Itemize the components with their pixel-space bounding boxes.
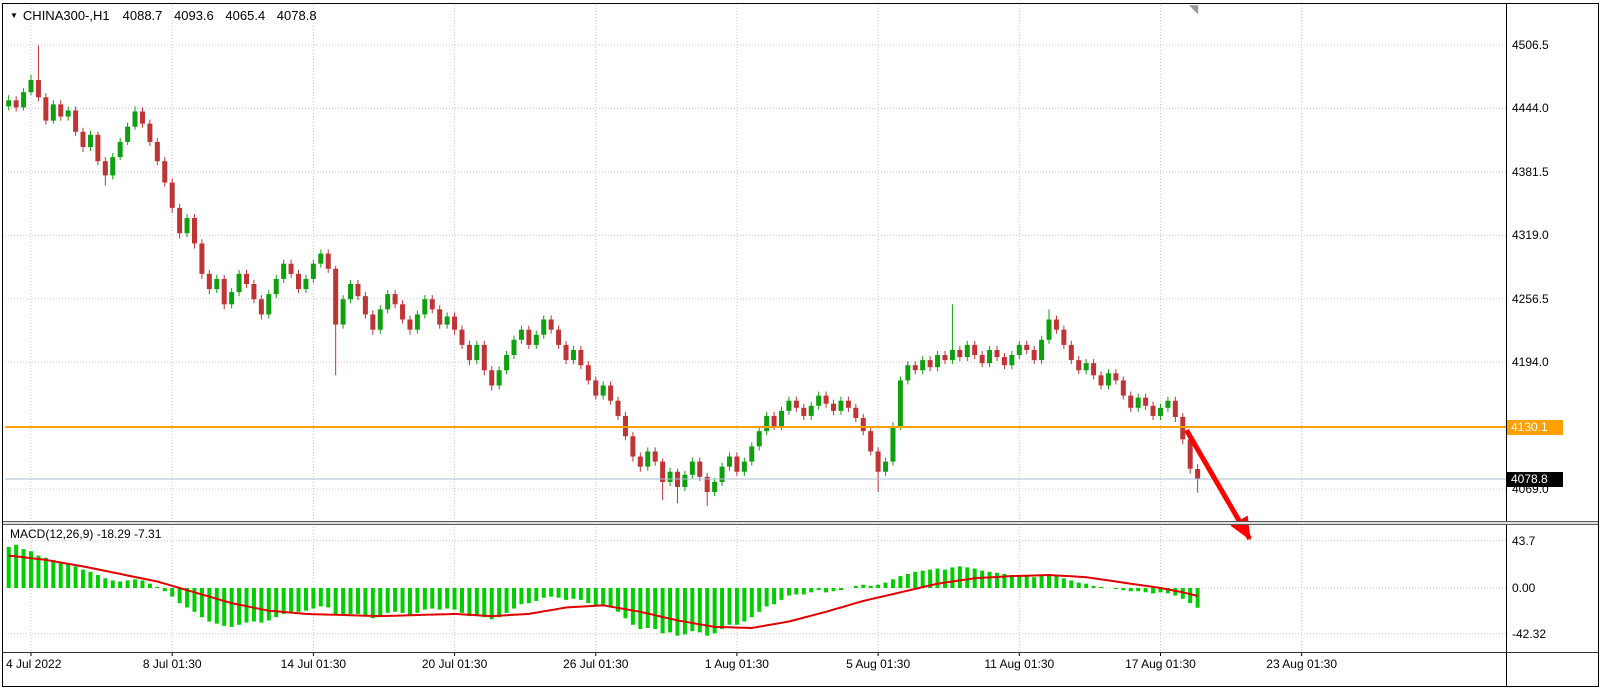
candles [6, 45, 1201, 507]
time-axis-label: 14 Jul 01:30 [280, 657, 347, 671]
resistance-price-badge: 4130.1 [1507, 419, 1563, 435]
time-axis-label: 1 Aug 01:30 [704, 657, 769, 671]
high-value: 4093.6 [174, 8, 214, 23]
time-axis-label: 17 Aug 01:30 [1125, 657, 1196, 671]
open-value: 4088.7 [122, 8, 163, 23]
time-axis-label: 20 Jul 01:30 [421, 657, 488, 671]
price-scale-label: 4381.5 [1512, 164, 1549, 179]
macd-indicator-label: MACD(12,26,9) -18.29 -7.31 [10, 527, 162, 541]
low-value: 4065.4 [225, 8, 266, 23]
time-axis-label: 8 Jul 01:30 [142, 657, 202, 671]
symbol-label: CHINA300-,H1 [22, 8, 110, 23]
chart-canvas[interactable] [3, 4, 1598, 686]
vertical-gridlines [30, 5, 1303, 652]
panel-splitter[interactable] [3, 521, 1598, 525]
close-value: 4078.8 [276, 8, 317, 23]
macd-scale-label: -42.32 [1512, 626, 1547, 641]
price-scale-label: 4194.0 [1512, 355, 1549, 370]
horizontal-gridlines [5, 44, 1506, 635]
time-axis-label: 5 Aug 01:30 [846, 657, 911, 671]
chart-shift-marker[interactable]: ◥ [1189, 2, 1199, 16]
price-scale-label: 4256.5 [1512, 291, 1549, 306]
trend-arrow[interactable] [1184, 428, 1252, 541]
symbol-dropdown-icon[interactable]: ▼ [10, 11, 18, 20]
time-axis-separator [3, 652, 1598, 653]
current-price-badge: 4078.8 [1507, 472, 1563, 488]
macd-histogram [6, 544, 1200, 636]
time-axis-label: 26 Jul 01:30 [563, 657, 629, 671]
price-scale-label: 4506.5 [1512, 38, 1549, 52]
price-scale-label: 4319.0 [1512, 228, 1549, 243]
ohlc-values: 4088.7 4093.6 4065.4 4078.8 [123, 8, 325, 23]
macd-scale-label: 0.00 [1512, 581, 1536, 595]
time-axis-label: 23 Aug 01:30 [1266, 657, 1338, 671]
macd-scale-label: 43.7 [1512, 533, 1536, 548]
price-scale[interactable]: 4506.5 4444.0 4381.5 4319.0 4256.5 4194.0 4069… [1506, 4, 1598, 686]
chart-title: ▼ CHINA300-,H1 4088.7 4093.6 4065.4 4078… [10, 8, 325, 23]
time-axis[interactable]: 4 Jul 2022 8 Jul 01:30 14 Jul 01:30 20 Jul … [3, 653, 1506, 685]
price-scale-label: 4444.0 [1512, 101, 1549, 116]
time-axis-label: 11 Aug 01:30 [984, 657, 1055, 671]
time-axis-label: 4 Jul 2022 [6, 657, 62, 671]
macd-signal-line [8, 554, 1198, 629]
